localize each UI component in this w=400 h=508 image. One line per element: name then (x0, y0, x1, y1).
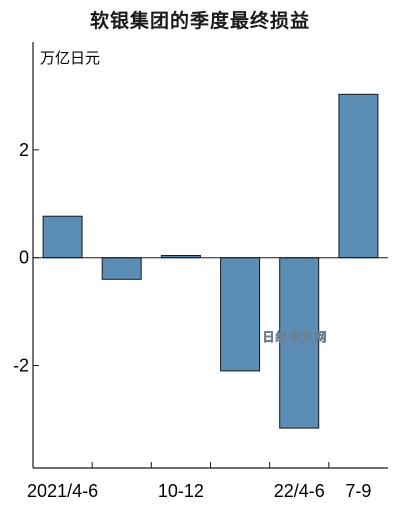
x-tick-label: 22/4-6 (274, 481, 325, 501)
x-tick-label: 7-9 (345, 481, 371, 501)
bar-2 (101, 257, 142, 280)
axes (32, 42, 388, 469)
bars (42, 93, 379, 429)
bar-4 (220, 257, 261, 372)
bar-5 (279, 257, 320, 429)
x-tick-label: 10-12 (158, 481, 204, 501)
x-tick-label: 2021/4-6 (27, 481, 98, 501)
watermark: 日经中文网 (262, 329, 327, 344)
bar-1 (42, 215, 83, 259)
ticks: -2 0 2 2021/4-6 10-12 22/4-6 7-9 (13, 140, 371, 501)
y-tick-label: 2 (19, 140, 29, 160)
y-tick-label: 0 (19, 248, 29, 268)
bar-6 (338, 93, 379, 259)
chart-title: 软银集团的季度最终损益 (89, 10, 310, 32)
y-tick-label: -2 (13, 356, 29, 376)
y-axis-unit-label: 万亿日元 (40, 49, 100, 67)
